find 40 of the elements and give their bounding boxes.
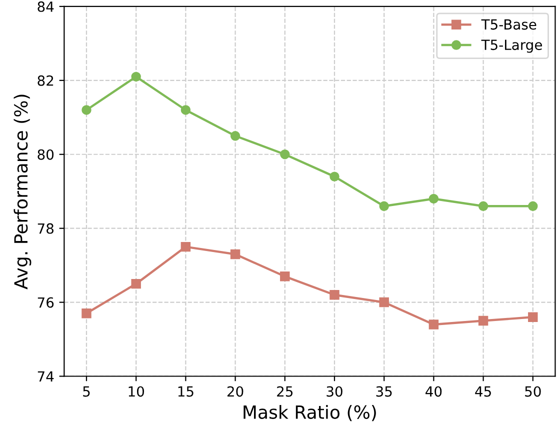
point — [478, 316, 488, 326]
y-tick-label: 80 — [38, 149, 54, 160]
y-tick-label: 78 — [38, 223, 54, 234]
point — [82, 308, 92, 318]
point — [330, 172, 340, 182]
y-axis-title: Avg. Performance (%) — [14, 94, 32, 290]
point — [280, 272, 290, 282]
legend-label: T5-Large — [481, 40, 542, 53]
point — [131, 278, 141, 289]
x-tick-label: 25 — [277, 386, 293, 397]
point — [131, 72, 141, 82]
y-tick-label: 84 — [38, 1, 54, 12]
point — [180, 105, 191, 115]
x-axis-title: Mask Ratio (%) — [244, 404, 376, 422]
point — [528, 312, 538, 322]
point — [528, 201, 538, 212]
point — [379, 201, 389, 212]
point — [330, 290, 340, 300]
point — [478, 201, 488, 212]
point — [428, 320, 439, 330]
y-tick-label: 82 — [38, 75, 54, 86]
point — [180, 242, 191, 252]
x-tick-label: 40 — [426, 386, 442, 397]
x-tick-label: 5 — [83, 386, 90, 397]
x-tick-label: 50 — [525, 386, 541, 397]
x-tick-label: 10 — [128, 386, 144, 397]
x-tick-label: 45 — [475, 386, 491, 397]
legend-label: T5-Base — [481, 19, 536, 30]
point — [230, 249, 240, 260]
point — [428, 194, 439, 204]
y-tick-label: 76 — [38, 297, 54, 308]
x-tick-label: 30 — [326, 386, 342, 397]
x-tick-label: 35 — [376, 386, 392, 397]
point — [230, 131, 240, 141]
x-tick-label: 20 — [227, 386, 244, 397]
point — [280, 150, 290, 160]
point — [379, 297, 389, 308]
point — [82, 105, 92, 115]
x-tick-label: 15 — [178, 386, 194, 397]
y-tick-label: 74 — [38, 371, 54, 382]
